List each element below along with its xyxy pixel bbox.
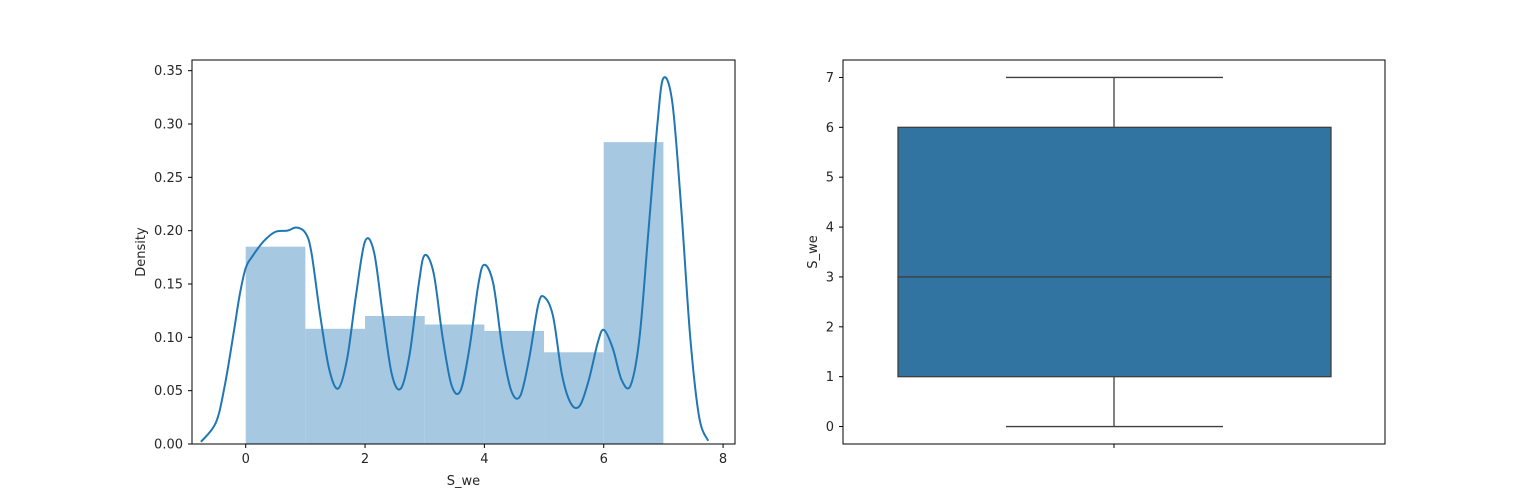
histogram-bars (245, 142, 664, 444)
y-tick-label: 2 (826, 320, 834, 335)
histogram-bar (484, 330, 545, 444)
histogram-bar (424, 324, 485, 444)
y-tick-label: 6 (826, 121, 834, 136)
y-tick-label: 7 (826, 71, 834, 86)
y-axis-ticks: 0.00 0.05 0.10 0.15 0.20 0.25 0.30 0.35 (154, 64, 192, 453)
y-tick-label: 0.20 (154, 224, 183, 239)
y-axis-label: Density (134, 227, 149, 277)
boxplot-y-axis-label: S_we (806, 235, 821, 268)
y-tick-label: 0.05 (154, 384, 183, 399)
y-tick-label: 0.15 (154, 278, 183, 293)
y-tick-label: 0 (826, 420, 834, 435)
y-tick-label: 0.10 (154, 331, 183, 346)
histogram-bar (544, 352, 604, 444)
density-plot: 0 2 4 6 8 0.00 0.05 0.10 0.15 0.20 0.25 0.30 0.35 S… (134, 59, 736, 489)
boxplot: 0 1 2 3 4 5 6 7 S_we (806, 59, 1386, 448)
y-tick-label: 0.30 (154, 118, 183, 133)
box-elements (897, 76, 1332, 428)
y-tick-label: 0.35 (154, 64, 183, 79)
x-axis-ticks: 0 2 4 6 8 (242, 444, 727, 467)
y-tick-label: 4 (826, 221, 834, 236)
histogram-bar (603, 142, 664, 444)
x-tick-label: 2 (361, 452, 369, 467)
x-axis-label: S_we (447, 474, 480, 489)
x-tick-label: 8 (719, 452, 727, 467)
y-tick-label: 0.25 (154, 171, 183, 186)
histogram-bar (245, 246, 306, 444)
kde-line (200, 76, 710, 443)
x-tick-label: 4 (480, 452, 488, 467)
histogram-bar (365, 316, 425, 444)
boxplot-y-axis-ticks: 0 1 2 3 4 5 6 7 (826, 71, 843, 435)
iqr-box (897, 126, 1332, 378)
y-tick-label: 5 (826, 171, 834, 186)
y-tick-label: 1 (826, 370, 834, 385)
y-tick-label: 3 (826, 270, 834, 285)
x-tick-label: 0 (242, 452, 250, 467)
x-tick-label: 6 (600, 452, 608, 467)
density-plot-frame (191, 59, 736, 445)
y-tick-label: 0.00 (154, 438, 183, 453)
